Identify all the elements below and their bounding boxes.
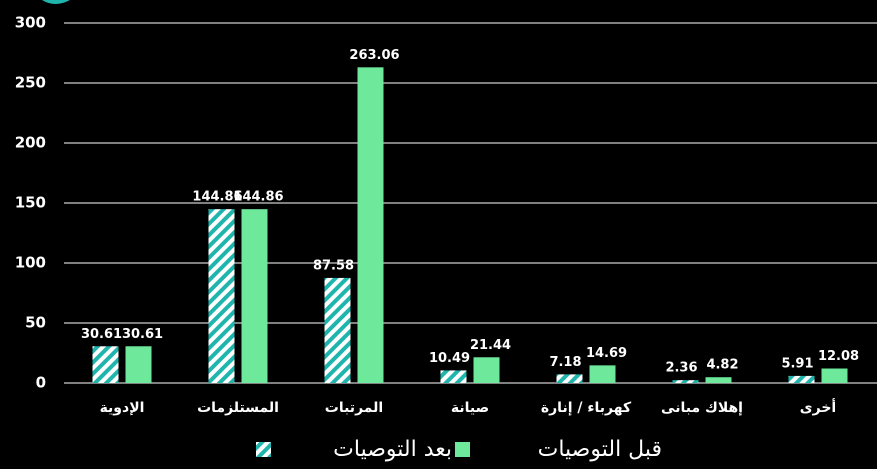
bar	[788, 375, 815, 383]
bar	[208, 209, 235, 383]
legend-label: قبل التوصيات	[538, 437, 662, 462]
bar	[473, 357, 500, 383]
value-label: 30.61	[81, 327, 122, 342]
y-tick-label: 250	[15, 74, 46, 92]
bar	[125, 346, 152, 383]
bar	[672, 380, 699, 383]
value-label: 7.18	[549, 355, 581, 370]
legend-swatch	[256, 442, 271, 457]
value-label: 5.91	[781, 356, 813, 371]
value-label: 10.49	[429, 351, 470, 366]
y-tick-label: 150	[15, 194, 46, 212]
value-label: 30.61	[122, 327, 163, 342]
bar	[357, 67, 384, 383]
bar	[440, 370, 467, 383]
x-tick-label: إهلاك مبانى	[661, 400, 743, 416]
y-tick-label: 300	[15, 14, 46, 32]
bar	[589, 365, 616, 383]
value-label: 87.58	[313, 258, 354, 273]
legend-swatch	[455, 442, 470, 457]
x-tick-label: المستلزمات	[197, 400, 279, 416]
y-tick-label: 100	[15, 254, 46, 272]
y-tick-label: 50	[25, 314, 46, 332]
value-label: 4.82	[706, 358, 738, 373]
value-label: 144.86	[233, 190, 283, 205]
value-label: 21.44	[470, 338, 511, 353]
x-tick-label: كهرباء / إنارة	[541, 400, 632, 416]
bar	[705, 377, 732, 383]
x-tick-label: أخرى	[800, 398, 836, 416]
bar	[821, 368, 848, 383]
bar	[324, 277, 351, 383]
x-tick-label: صيانة	[451, 400, 489, 416]
x-tick-label: المرتبات	[325, 400, 383, 416]
x-tick-label: الإدوية	[100, 400, 145, 416]
decoration	[42, 0, 70, 4]
bar	[556, 374, 583, 383]
y-tick-label: 0	[36, 374, 46, 392]
y-tick-label: 200	[15, 134, 46, 152]
value-label: 2.36	[665, 361, 697, 376]
value-label: 12.08	[818, 349, 859, 364]
value-label: 263.06	[349, 48, 399, 63]
value-label: 144.86	[192, 190, 242, 205]
bar	[92, 346, 119, 383]
legend-label: بعد التوصيات	[333, 437, 452, 462]
bar	[241, 209, 268, 383]
value-label: 14.69	[586, 346, 627, 361]
